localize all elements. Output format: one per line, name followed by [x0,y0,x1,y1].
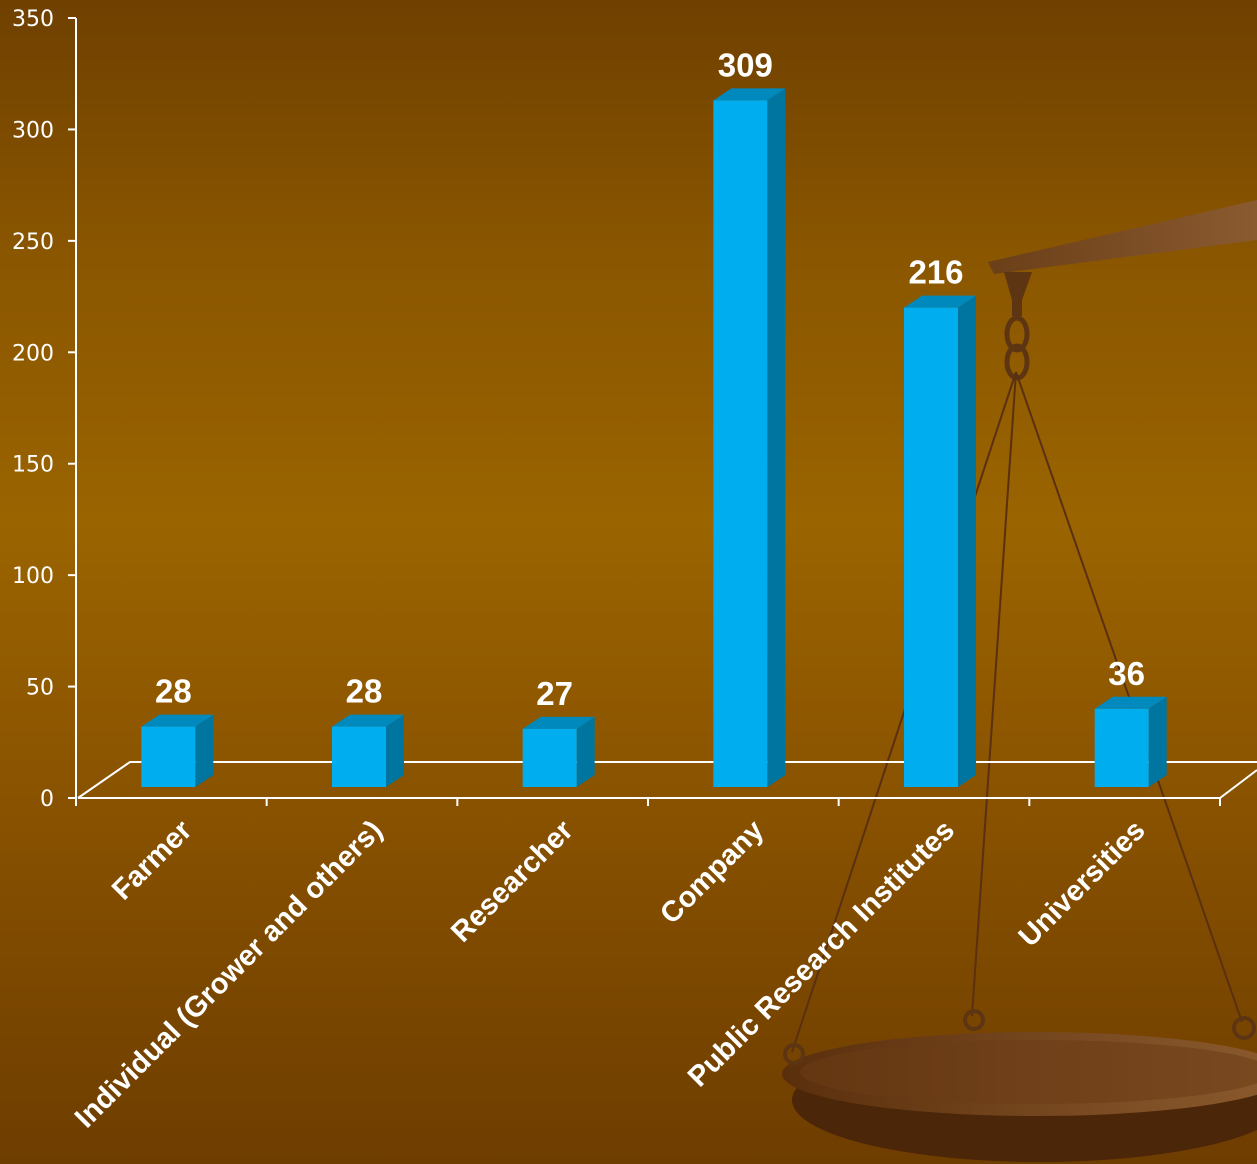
bar-top [332,714,404,727]
bar [904,295,976,787]
y-tick-label: 100 [12,564,54,589]
y-tick-label: 0 [40,787,54,812]
y-tick-label: 200 [12,341,54,366]
category-label: Universities [1013,814,1152,953]
data-label: 216 [908,254,963,291]
data-label: 28 [346,673,383,710]
bar [332,714,404,787]
y-tick-label: 150 [12,453,54,478]
bar-side [1148,696,1167,787]
bar-side [386,714,404,787]
bar-front [904,307,958,787]
bar [1094,696,1167,787]
data-label: 28 [155,673,192,710]
bar-front [713,100,768,787]
y-axis-ticks: 0 50 100 150 200 250 300 350 [12,7,76,812]
category-label: Company [654,814,770,930]
data-label: 36 [1108,655,1145,692]
category-label: Researcher [445,814,579,948]
bar-top [904,295,976,308]
chart-floor [77,761,1257,799]
bar-front [1094,708,1149,787]
bar-top [522,716,595,729]
bar-top [141,714,214,727]
bar-side [767,88,786,787]
y-tick-label: 300 [12,118,54,143]
y-tick-label: 50 [26,676,54,701]
balance-scale-icon [782,200,1257,1162]
bar-front [141,726,196,787]
bar-side [195,714,214,787]
category-label: Farmer [106,814,198,906]
bar-top [713,88,786,101]
y-tick-label: 350 [12,7,54,32]
y-tick-label: 250 [12,230,54,255]
bar-front [332,726,386,787]
data-labels: 28 28 27 309 216 36 [155,46,1145,711]
category-label: Individual (Grower and others) [69,814,389,1134]
bar [141,714,214,787]
bar-top [1094,696,1167,709]
bars [141,88,1167,787]
bar [522,716,595,787]
bar-side [958,295,976,787]
data-label: 309 [718,46,773,83]
bar [713,88,786,787]
x-axis-ticks [75,798,1221,806]
bar-front [522,728,577,787]
bar-side [576,716,595,787]
data-label: 27 [536,675,573,712]
